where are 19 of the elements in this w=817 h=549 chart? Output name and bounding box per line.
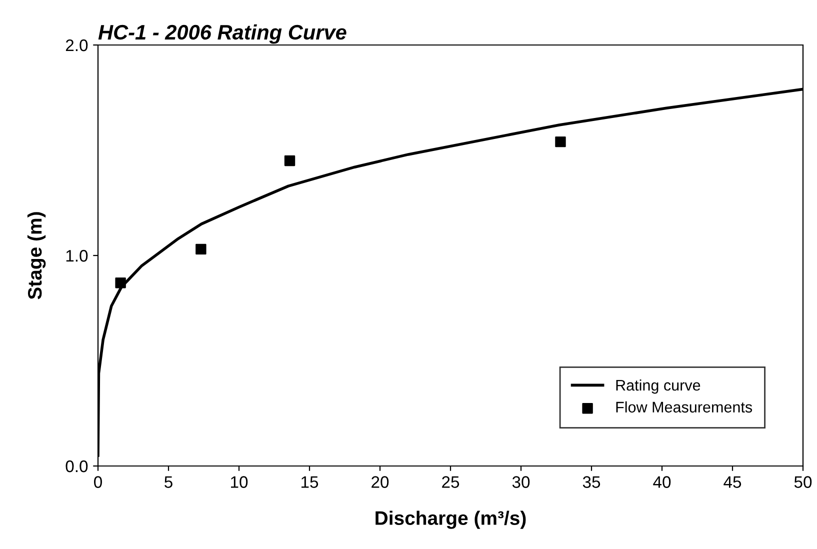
x-tick-label: 45	[724, 476, 742, 488]
y-tick-label: 1.0	[66, 250, 88, 262]
x-tick-label: 40	[653, 476, 671, 488]
y-tick-label: 2.0	[66, 39, 88, 52]
x-tick-label: 20	[372, 476, 389, 488]
chart-title: HC-1 - 2006 Rating Curve	[98, 24, 346, 44]
x-tick-label: 0	[94, 476, 102, 488]
x-tick-label: 10	[231, 476, 248, 488]
y-tick-label: 0.0	[66, 460, 88, 472]
x-tick-label: 35	[582, 476, 600, 488]
legend-label: Rating curve	[616, 379, 700, 394]
y-axis-title: Stage (m)	[27, 212, 46, 300]
x-tick-label: 50	[794, 476, 812, 488]
x-tick-label: 30	[512, 476, 530, 488]
x-axis-title: Discharge (m³/s)	[376, 510, 526, 529]
x-tick-label: 15	[302, 476, 318, 488]
x-tick-label: 25	[442, 476, 460, 488]
x-tick-label: 5	[164, 476, 172, 488]
legend-label: Flow Measurements	[616, 401, 752, 413]
